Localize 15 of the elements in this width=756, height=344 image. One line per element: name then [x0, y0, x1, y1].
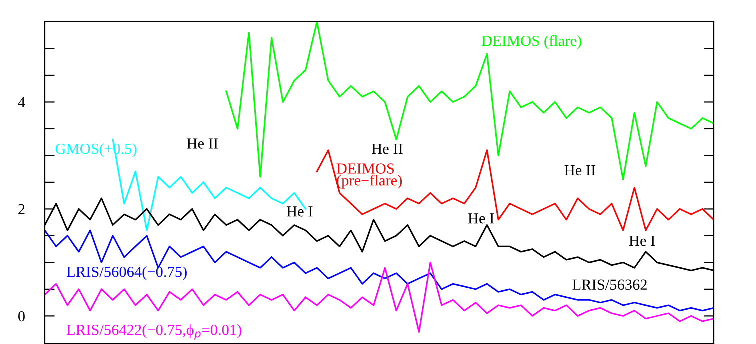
annotation: He I [468, 214, 494, 224]
series-label: LRIS/56362 [572, 280, 647, 290]
annotation: He II [372, 144, 403, 154]
line-series [45, 230, 714, 312]
annotation: He I [286, 206, 313, 217]
series-label: DEIMOS (pre−flare) [336, 164, 402, 189]
series-label: LRIS/56064(−0.75) [66, 266, 187, 280]
series-label: DEIMOS (flare) [482, 35, 582, 50]
y-tick-label: 4 [18, 97, 26, 108]
annotation: He I [629, 236, 656, 246]
annotation: He II [187, 138, 218, 149]
series-label: LRIS/56422(−0.75,ϕ$_{p}$=0.01) [66, 324, 242, 340]
y-tick-label: 0 [18, 311, 25, 322]
annotation: He II [564, 165, 596, 176]
y-tick-label: 2 [18, 204, 25, 215]
